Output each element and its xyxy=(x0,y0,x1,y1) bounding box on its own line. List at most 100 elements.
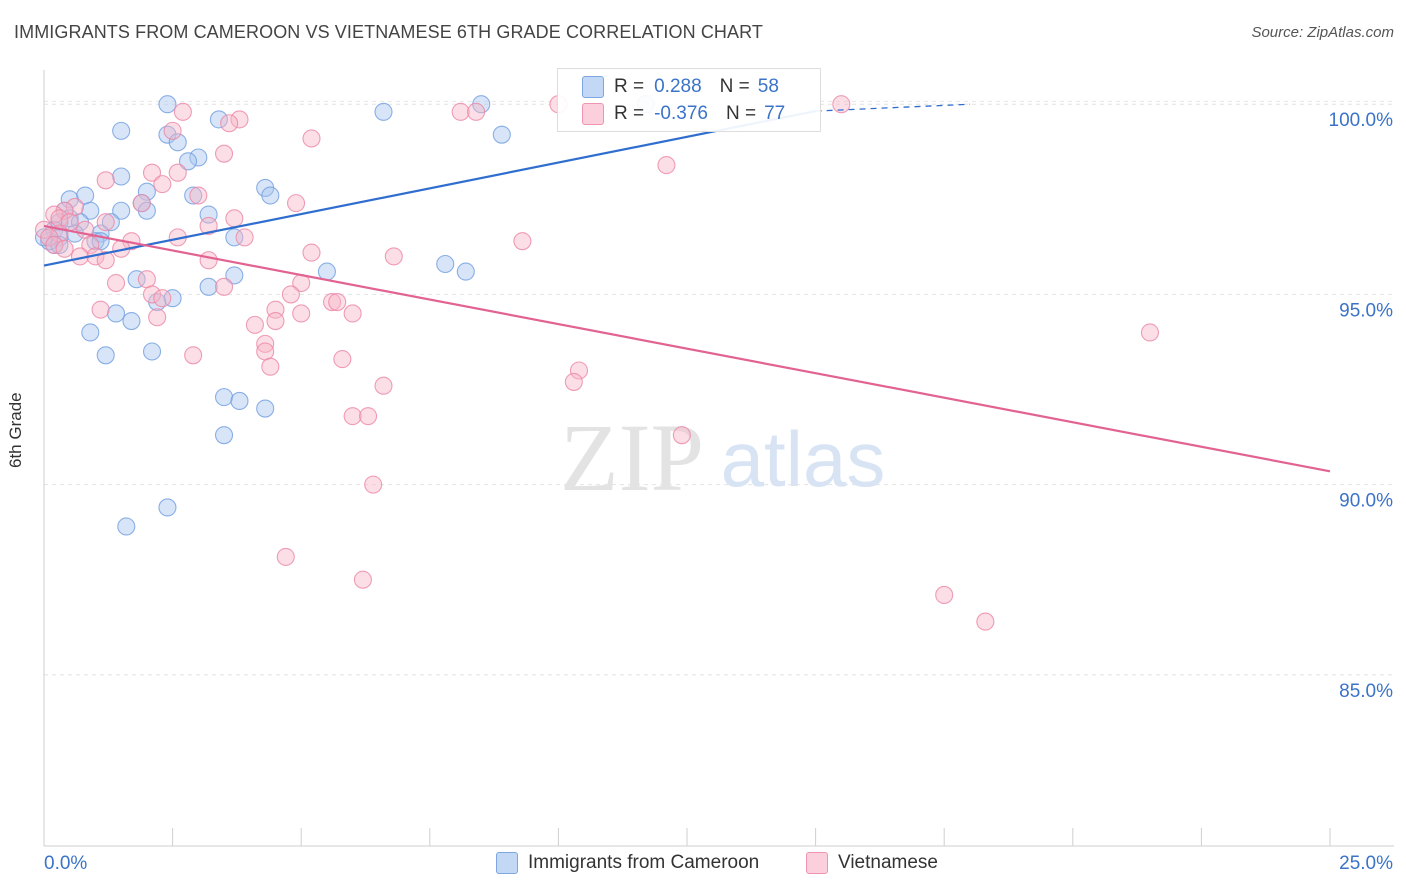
series-legend: Immigrants from Cameroon Vietnamese xyxy=(0,850,1406,880)
data-point xyxy=(1140,323,1160,342)
data-point xyxy=(189,148,208,167)
trend-lines xyxy=(43,103,1331,473)
data-point xyxy=(451,102,470,121)
data-point xyxy=(158,95,177,114)
data-point xyxy=(276,547,295,566)
data-point xyxy=(91,300,110,319)
watermark: ZIP atlas xyxy=(560,404,885,511)
data-point xyxy=(230,391,249,410)
data-point xyxy=(81,235,100,255)
r-label: R = xyxy=(614,76,645,97)
data-point xyxy=(142,342,162,361)
data-point xyxy=(256,399,275,418)
data-point xyxy=(657,156,676,175)
data-point xyxy=(261,357,280,376)
data-points xyxy=(34,95,1160,631)
data-point xyxy=(168,163,187,182)
data-point xyxy=(436,254,455,274)
data-point xyxy=(81,323,100,342)
r-value-vietnamese: -0.376 xyxy=(654,103,708,124)
data-point xyxy=(214,426,234,445)
data-point xyxy=(384,247,403,266)
data-point xyxy=(199,216,218,236)
data-point xyxy=(209,110,228,129)
data-point xyxy=(158,498,177,517)
trend-line-vietnamese xyxy=(43,224,1331,473)
watermark-atlas: atlas xyxy=(721,415,886,503)
data-point xyxy=(214,144,234,163)
data-point xyxy=(564,372,583,391)
legend-item-vietnamese[interactable]: Vietnamese xyxy=(806,852,938,874)
data-point xyxy=(364,475,383,494)
data-point xyxy=(281,285,300,304)
data-point xyxy=(142,285,162,304)
data-point xyxy=(163,121,182,140)
data-point xyxy=(343,407,362,426)
data-point xyxy=(261,186,280,205)
legend-label-vietnamese: Vietnamese xyxy=(838,852,938,873)
data-point xyxy=(189,186,208,205)
axes xyxy=(43,70,1394,847)
data-point xyxy=(199,251,218,270)
data-point xyxy=(178,152,198,171)
data-point xyxy=(214,277,234,296)
n-label: N = xyxy=(719,76,750,97)
data-point xyxy=(101,213,120,232)
watermark-zip: ZIP xyxy=(560,404,704,511)
data-point xyxy=(225,266,244,285)
y-tick-label: 95.0% xyxy=(1339,300,1393,321)
data-point xyxy=(214,388,234,407)
data-point xyxy=(235,228,254,247)
data-point xyxy=(935,585,954,604)
data-point xyxy=(96,213,115,232)
y-tick-label: 100.0% xyxy=(1329,110,1394,131)
data-point xyxy=(266,312,285,331)
y-tick-label: 90.0% xyxy=(1339,491,1393,512)
data-point xyxy=(55,239,74,258)
data-point xyxy=(106,273,126,293)
data-point xyxy=(112,201,131,220)
data-point xyxy=(456,262,475,281)
data-point xyxy=(137,182,156,201)
data-point xyxy=(832,95,851,114)
legend-item-cameroon[interactable]: Immigrants from Cameroon xyxy=(496,852,759,874)
data-point xyxy=(220,114,239,133)
data-point xyxy=(323,292,342,312)
data-point xyxy=(122,312,141,331)
data-point xyxy=(333,350,352,369)
data-point xyxy=(153,175,172,194)
x-tick-label: 0.0% xyxy=(44,853,87,874)
data-point xyxy=(148,308,167,327)
data-point xyxy=(230,110,249,129)
data-point xyxy=(184,186,203,205)
legend-swatch-cameroon xyxy=(582,76,604,98)
data-point xyxy=(34,228,54,247)
data-point xyxy=(569,361,589,380)
data-point xyxy=(359,407,378,426)
data-point xyxy=(513,232,532,251)
data-point xyxy=(153,289,172,308)
data-point xyxy=(137,270,156,289)
n-label: N = xyxy=(725,103,757,124)
data-point xyxy=(976,612,995,631)
data-point xyxy=(256,334,275,353)
data-point xyxy=(225,228,244,247)
gridlines xyxy=(44,100,1394,676)
stats-row-vietnamese: R = -0.376 N = 77 xyxy=(582,102,785,126)
legend-swatch-vietnamese xyxy=(582,103,604,125)
x-tick-label: 25.0% xyxy=(1339,853,1393,874)
n-value-cameroon: 58 xyxy=(757,76,779,97)
trend-line-cameroon xyxy=(43,110,816,267)
data-point xyxy=(112,167,131,186)
data-point xyxy=(163,289,182,308)
data-point xyxy=(353,570,372,589)
data-point xyxy=(142,163,162,182)
data-point xyxy=(173,102,192,121)
data-point xyxy=(225,209,244,228)
data-point xyxy=(96,171,115,190)
data-point xyxy=(343,304,362,323)
data-point xyxy=(50,209,69,228)
data-point xyxy=(199,277,218,296)
series-cameroon xyxy=(34,95,655,536)
data-point xyxy=(117,517,136,536)
